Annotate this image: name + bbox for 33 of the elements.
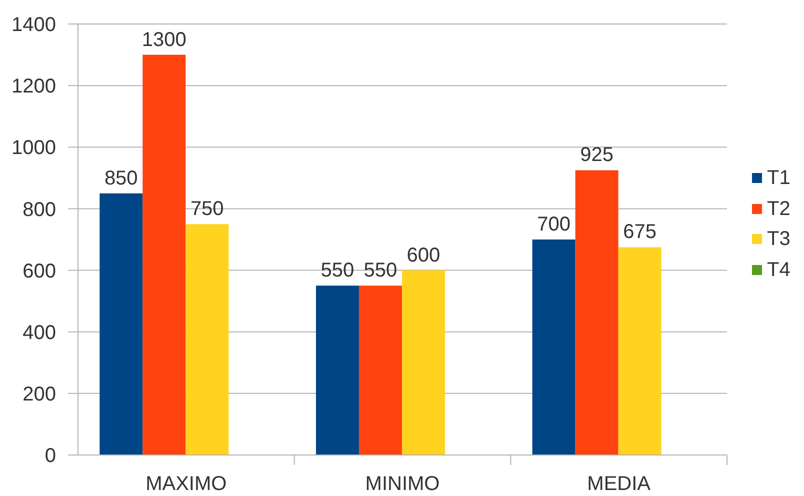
y-tick-label: 200 [22,384,56,406]
bar [100,193,143,455]
legend-label: T1 [767,167,790,190]
data-label: 600 [406,244,440,266]
y-tick-label: 0 [44,445,56,468]
y-tick-label: 1000 [12,137,56,160]
bar [402,270,445,455]
legend-label: T4 [767,258,790,281]
bar [316,286,359,455]
bar [618,247,662,455]
x-tick-label: MEDIA [587,473,652,496]
y-tick-label: 800 [22,198,56,221]
data-label: 550 [320,260,354,282]
data-label: 750 [190,198,224,220]
x-tick-label: MAXIMO [146,473,227,496]
x-tick-label: MINIMO [365,473,440,496]
y-tick-label: 400 [22,322,56,344]
y-tick-label: 1200 [12,76,56,98]
y-tick-label: 1400 [12,14,56,36]
legend-label: T2 [767,198,790,220]
bar [532,240,576,455]
data-label: 925 [580,144,614,166]
legend-label: T3 [767,228,790,250]
bar [358,286,402,455]
data-label: 1300 [142,28,186,51]
data-label: 850 [104,167,138,190]
y-tick-label: 600 [22,260,56,282]
data-label: 550 [364,260,398,282]
bar [186,224,229,455]
bar [575,170,618,455]
bar [142,54,186,455]
data-label: 675 [623,221,656,244]
data-label: 700 [537,214,570,236]
